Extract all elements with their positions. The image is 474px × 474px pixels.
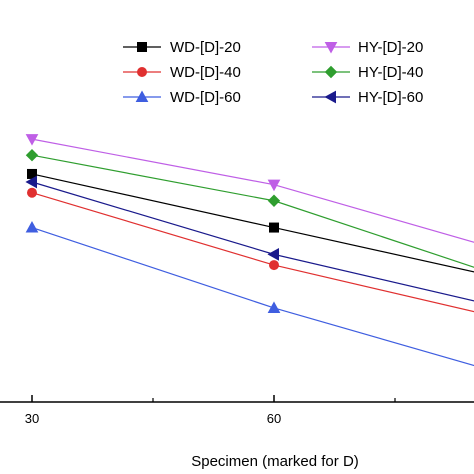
data-point — [137, 42, 147, 52]
data-point — [269, 222, 279, 233]
x-tick-label: 30 — [25, 411, 39, 426]
data-point — [25, 148, 39, 162]
legend-label: HY-[D]-20 — [358, 39, 423, 56]
legend: WD-[D]-20 HY-[D]-20 WD-[D]-40 HY-[D]-40 WD-[… — [123, 39, 423, 106]
series-line — [31, 154, 474, 268]
data-point — [267, 248, 279, 261]
series-line — [31, 226, 474, 367]
legend-item: HY-[D]-60 — [312, 89, 423, 106]
series-line — [31, 181, 474, 302]
data-point — [267, 194, 281, 207]
data-point — [269, 260, 279, 271]
legend-label: WD-[D]-60 — [170, 89, 241, 106]
legend-label: HY-[D]-40 — [358, 64, 423, 81]
data-point — [137, 67, 147, 77]
legend-label: HY-[D]-60 — [358, 89, 423, 106]
legend-item: WD-[D]-60 — [123, 89, 241, 106]
series-WD-[D]-40 — [27, 187, 474, 313]
axes: 30 60 — [0, 395, 474, 426]
legend-label: WD-[D]-20 — [170, 39, 241, 56]
series-HY-[D]-60 — [25, 175, 474, 302]
data-point — [324, 65, 338, 79]
x-tick-label: 60 — [267, 411, 281, 426]
legend-item: WD-[D]-40 — [123, 64, 241, 81]
legend-label: WD-[D]-40 — [170, 64, 241, 81]
series-WD-[D]-20 — [27, 168, 474, 273]
data-point — [267, 179, 281, 192]
series-layer — [25, 134, 474, 367]
series-HY-[D]-40 — [25, 148, 474, 268]
legend-item: HY-[D]-40 — [312, 64, 423, 81]
data-point — [27, 187, 37, 198]
series-WD-[D]-60 — [25, 221, 474, 367]
data-point — [25, 221, 39, 233]
data-point — [135, 90, 149, 102]
data-point — [267, 301, 281, 313]
data-point — [25, 175, 37, 189]
x-axis-label: Specimen (marked for D) — [191, 453, 359, 470]
data-point — [324, 42, 338, 54]
legend-item: HY-[D]-20 — [312, 39, 423, 56]
series-HY-[D]-20 — [25, 134, 474, 243]
data-point — [25, 134, 39, 146]
data-point — [324, 90, 336, 104]
legend-item: WD-[D]-20 — [123, 39, 241, 56]
series-line — [31, 173, 474, 273]
